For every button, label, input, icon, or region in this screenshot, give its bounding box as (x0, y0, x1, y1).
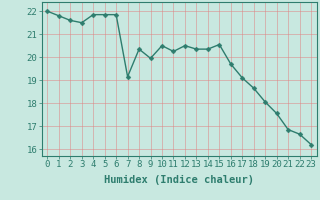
X-axis label: Humidex (Indice chaleur): Humidex (Indice chaleur) (104, 175, 254, 185)
